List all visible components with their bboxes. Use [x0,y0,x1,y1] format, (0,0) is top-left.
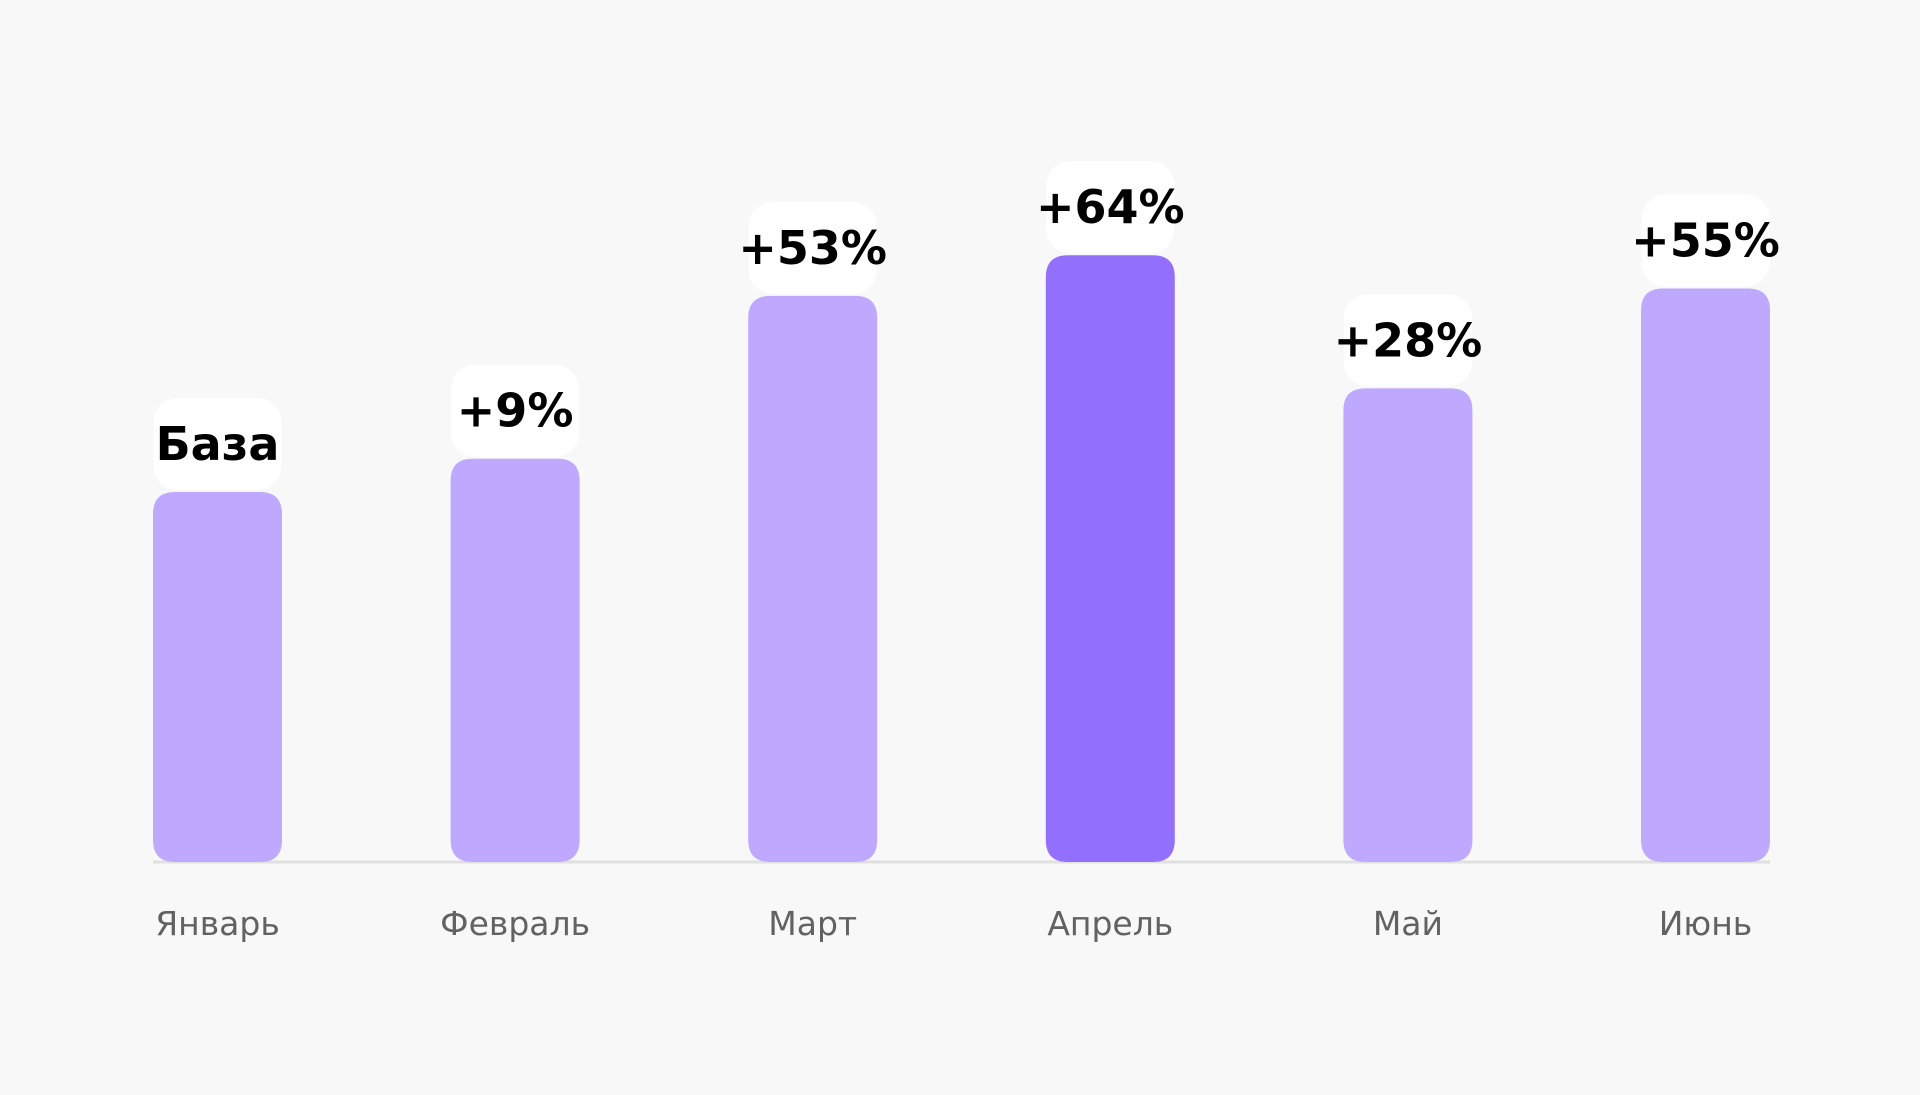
value-label: +28% [1334,313,1483,367]
value-label: +64% [1036,180,1185,234]
category-label: Июнь [1659,904,1753,943]
category-label: Январь [155,904,280,943]
bar-5 [1343,388,1473,862]
bar-3 [748,295,878,862]
value-label: +53% [738,221,887,275]
value-label: База [156,417,280,471]
category-label: Март [768,904,857,943]
value-label: +55% [1631,214,1780,268]
bar-2 [450,458,580,862]
value-label-background [1046,161,1175,254]
category-label: Май [1373,904,1443,943]
bar-4 [1045,255,1175,862]
category-label: Апрель [1047,904,1173,943]
value-label-background [1641,194,1770,287]
value-label: +9% [457,384,574,438]
value-label-background [748,201,877,294]
value-label-background [153,398,282,490]
bar-1 [153,492,282,862]
bar-6 [1641,288,1770,862]
value-label-background [1343,294,1472,387]
value-label-background [451,364,580,457]
category-label: Февраль [440,904,590,943]
